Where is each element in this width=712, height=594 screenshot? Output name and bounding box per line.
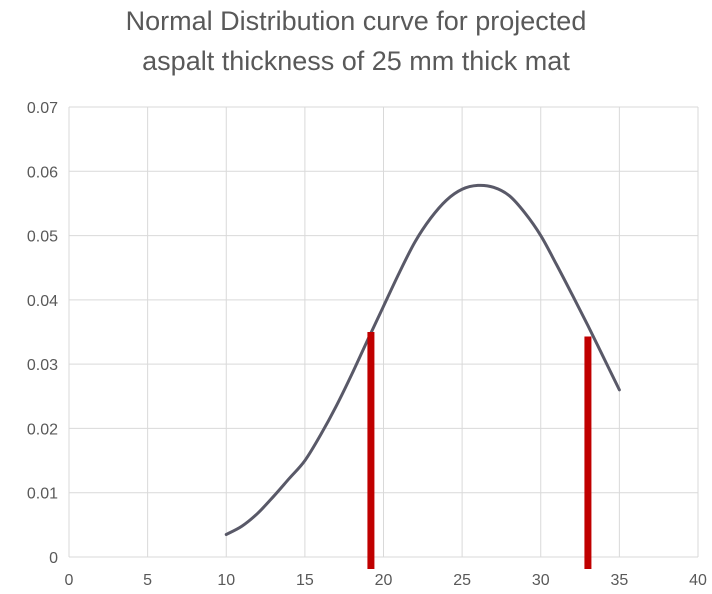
series-0-point-19: [524, 212, 526, 214]
series-0-point-20: [540, 234, 542, 236]
tick-labels: 0 5 10 15 20 25 30 35 40 0 0.01 0.02 0.03 0.04 0.05 0.0…: [27, 100, 707, 589]
series-0-point-11: [398, 272, 400, 274]
series-0-point-14: [445, 199, 447, 201]
series-0-point-5: [304, 459, 306, 461]
series-0-point-24: [602, 357, 604, 359]
series-0-point-12: [414, 241, 416, 243]
series-0-point-10: [382, 305, 384, 307]
gridlines: [68, 106, 699, 558]
y-tick-label-3: 0.03: [27, 357, 58, 374]
x-tick-label-3: 15: [296, 572, 314, 589]
x-tick-label-1: 5: [143, 572, 152, 589]
x-tick-label-4: 20: [375, 572, 393, 589]
y-tick-label-2: 0.02: [27, 421, 58, 438]
x-tick-label-0: 0: [65, 572, 74, 589]
x-tick-label-7: 35: [610, 572, 628, 589]
marker-layer: [367, 332, 592, 569]
series-0-point-0: [225, 533, 227, 535]
series-0-point-2: [257, 512, 259, 514]
series-0-point-3: [272, 495, 274, 497]
series-0-point-8: [351, 373, 353, 375]
series-0-point-16: [477, 184, 479, 186]
series-0-point-22: [571, 294, 573, 296]
series-0-point-1: [241, 525, 243, 527]
chart-title-line-2: aspalt thickness of 25 mm thick mat: [142, 46, 570, 76]
y-tick-label-6: 0.06: [27, 164, 58, 181]
y-tick-label-4: 0.04: [27, 293, 58, 310]
series-0-point-7: [335, 405, 337, 407]
x-tick-label-2: 10: [217, 572, 235, 589]
red-marker-bar-1: [584, 336, 592, 569]
x-tick-label-8: 40: [689, 572, 707, 589]
series-0-point-18: [508, 195, 510, 197]
y-tick-label-1: 0.01: [27, 486, 58, 503]
series-0-point-23: [587, 324, 589, 326]
y-tick-label-5: 0.05: [27, 229, 58, 246]
series-0-point-13: [429, 217, 431, 219]
series-0-point-17: [492, 186, 494, 188]
series-0-point-21: [555, 263, 557, 265]
red-marker-bar-0: [367, 332, 375, 569]
x-tick-label-6: 30: [532, 572, 550, 589]
y-tick-label-7: 0.07: [27, 100, 58, 117]
x-tick-label-5: 25: [453, 572, 471, 589]
series-line-0: [224, 183, 621, 536]
series-0-point-15: [461, 188, 463, 190]
series-0-point-6: [319, 434, 321, 436]
chart-title-line-1: Normal Distribution curve for projected: [125, 6, 587, 36]
series-layer: [224, 183, 621, 536]
series-0-point-4: [288, 477, 290, 479]
y-tick-label-0: 0: [49, 550, 58, 567]
series-0-point-25: [618, 389, 620, 391]
